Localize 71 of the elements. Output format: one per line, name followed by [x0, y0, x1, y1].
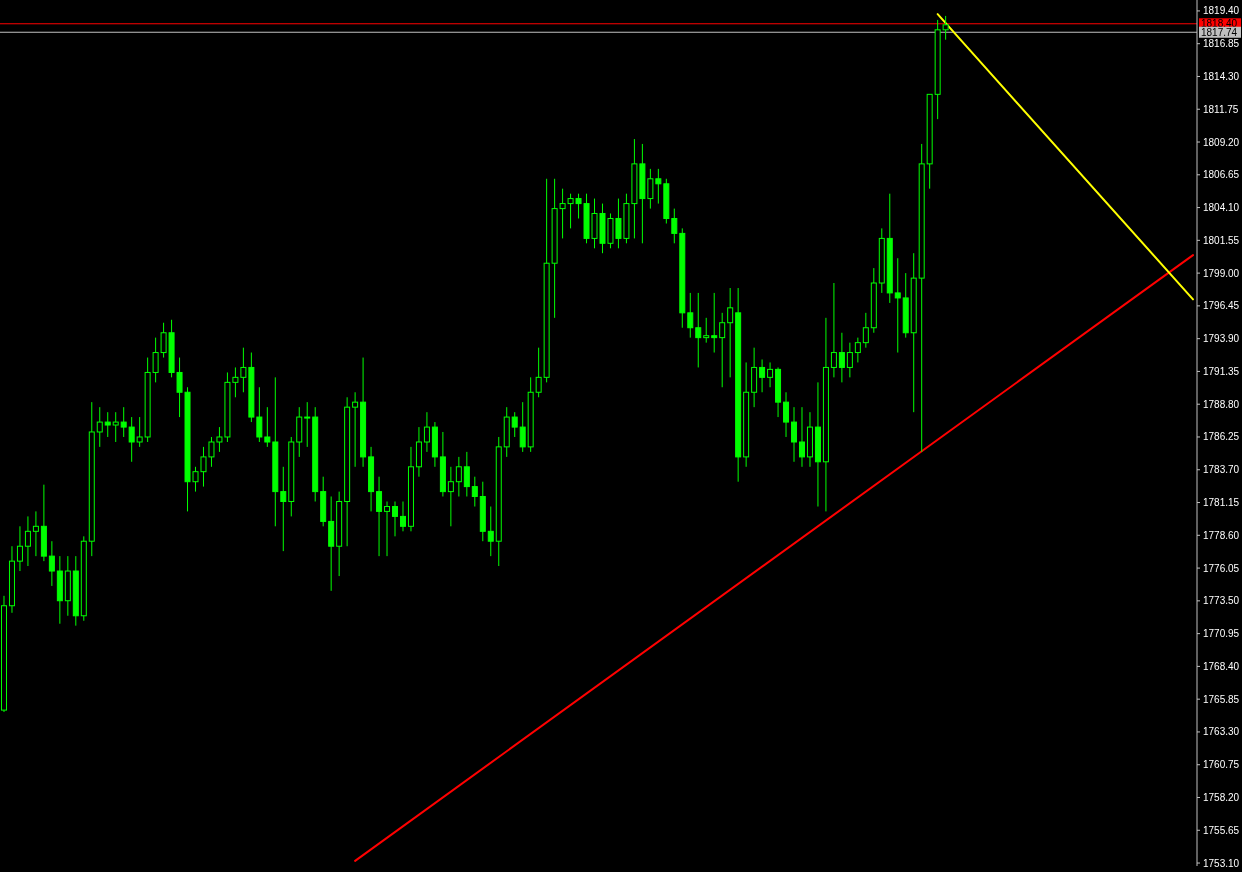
- y-tick-label: 1791.35: [1203, 365, 1240, 377]
- candlestick: [783, 391, 790, 438]
- y-tick-label: 1796.45: [1203, 300, 1240, 312]
- candlestick: [463, 451, 470, 497]
- candlestick: [791, 406, 798, 463]
- y-tick-label: 1804.10: [1203, 202, 1240, 214]
- candlestick: [120, 406, 127, 438]
- y-tick-label: 1760.75: [1203, 759, 1240, 771]
- candlestick: [862, 312, 869, 349]
- candlestick: [280, 466, 287, 552]
- candlestick: [16, 525, 23, 572]
- candlestick: [854, 337, 861, 363]
- y-tick-label: 1806.65: [1203, 169, 1240, 181]
- candlestick: [384, 501, 391, 557]
- candlestick: [727, 287, 734, 378]
- y-tick-label: 1768.40: [1203, 660, 1240, 672]
- y-tick-label: 1781.15: [1203, 497, 1240, 509]
- candlestick: [838, 332, 845, 383]
- candlestick: [511, 411, 518, 438]
- candlestick: [767, 361, 774, 388]
- candlestick: [719, 312, 726, 388]
- candlestick: [104, 411, 111, 438]
- candlestick: [798, 406, 805, 468]
- y-tick-label: 1765.85: [1203, 693, 1240, 705]
- candlestick: [447, 466, 454, 527]
- candlestick: [128, 416, 135, 463]
- candlestick: [703, 317, 710, 344]
- candlestick: [399, 501, 406, 532]
- candlestick: [711, 292, 718, 354]
- ref-line-label: 1818.40: [1201, 18, 1238, 30]
- y-tick-label: 1811.75: [1203, 103, 1239, 115]
- candlestick: [846, 342, 853, 378]
- ref-line-label: 1817.74: [1201, 26, 1238, 38]
- candlestick: [112, 411, 119, 443]
- y-tick-label: 1778.60: [1203, 529, 1240, 541]
- candlestick: [687, 292, 694, 339]
- candlestick: [671, 208, 678, 244]
- candlestick: [392, 501, 399, 537]
- candlestick: [695, 292, 702, 368]
- y-tick-label: 1793.90: [1203, 333, 1240, 345]
- candlestick: [519, 401, 526, 453]
- y-tick-label: 1758.20: [1203, 792, 1240, 803]
- candlestick: [471, 476, 478, 508]
- candlestick: [32, 510, 39, 557]
- y-tick-label: 1773.50: [1203, 595, 1240, 607]
- candlestick: [376, 476, 383, 557]
- candlestick: [304, 401, 311, 448]
- y-tick-label: 1763.30: [1203, 726, 1240, 738]
- candlestick: [894, 257, 901, 354]
- y-tick-label: 1799.00: [1203, 267, 1240, 279]
- y-tick-label: 1786.25: [1203, 431, 1240, 443]
- candlestick: [830, 282, 837, 378]
- candlestick: [487, 506, 494, 557]
- y-tick-label: 1755.65: [1203, 824, 1240, 836]
- y-tick-label: 1819.40: [1203, 5, 1240, 17]
- y-tick-label: 1801.55: [1203, 234, 1240, 246]
- candlestick: [24, 515, 31, 567]
- candlestick: [455, 456, 462, 497]
- y-tick-label: 1816.85: [1203, 38, 1240, 50]
- candlestick: [352, 391, 359, 468]
- candlestick: [96, 406, 103, 448]
- y-tick-label: 1753.10: [1203, 857, 1240, 869]
- y-tick-label: 1788.80: [1203, 398, 1240, 410]
- y-tick-label: 1770.95: [1203, 628, 1240, 640]
- candlestick: [48, 540, 55, 587]
- candlestick: [759, 358, 766, 393]
- y-tick-label: 1814.30: [1203, 70, 1240, 82]
- candlestick: [423, 411, 430, 453]
- y-tick-label: 1776.05: [1203, 562, 1240, 574]
- y-tick-label: 1809.20: [1203, 136, 1240, 148]
- y-tick-label: 1783.70: [1203, 464, 1240, 476]
